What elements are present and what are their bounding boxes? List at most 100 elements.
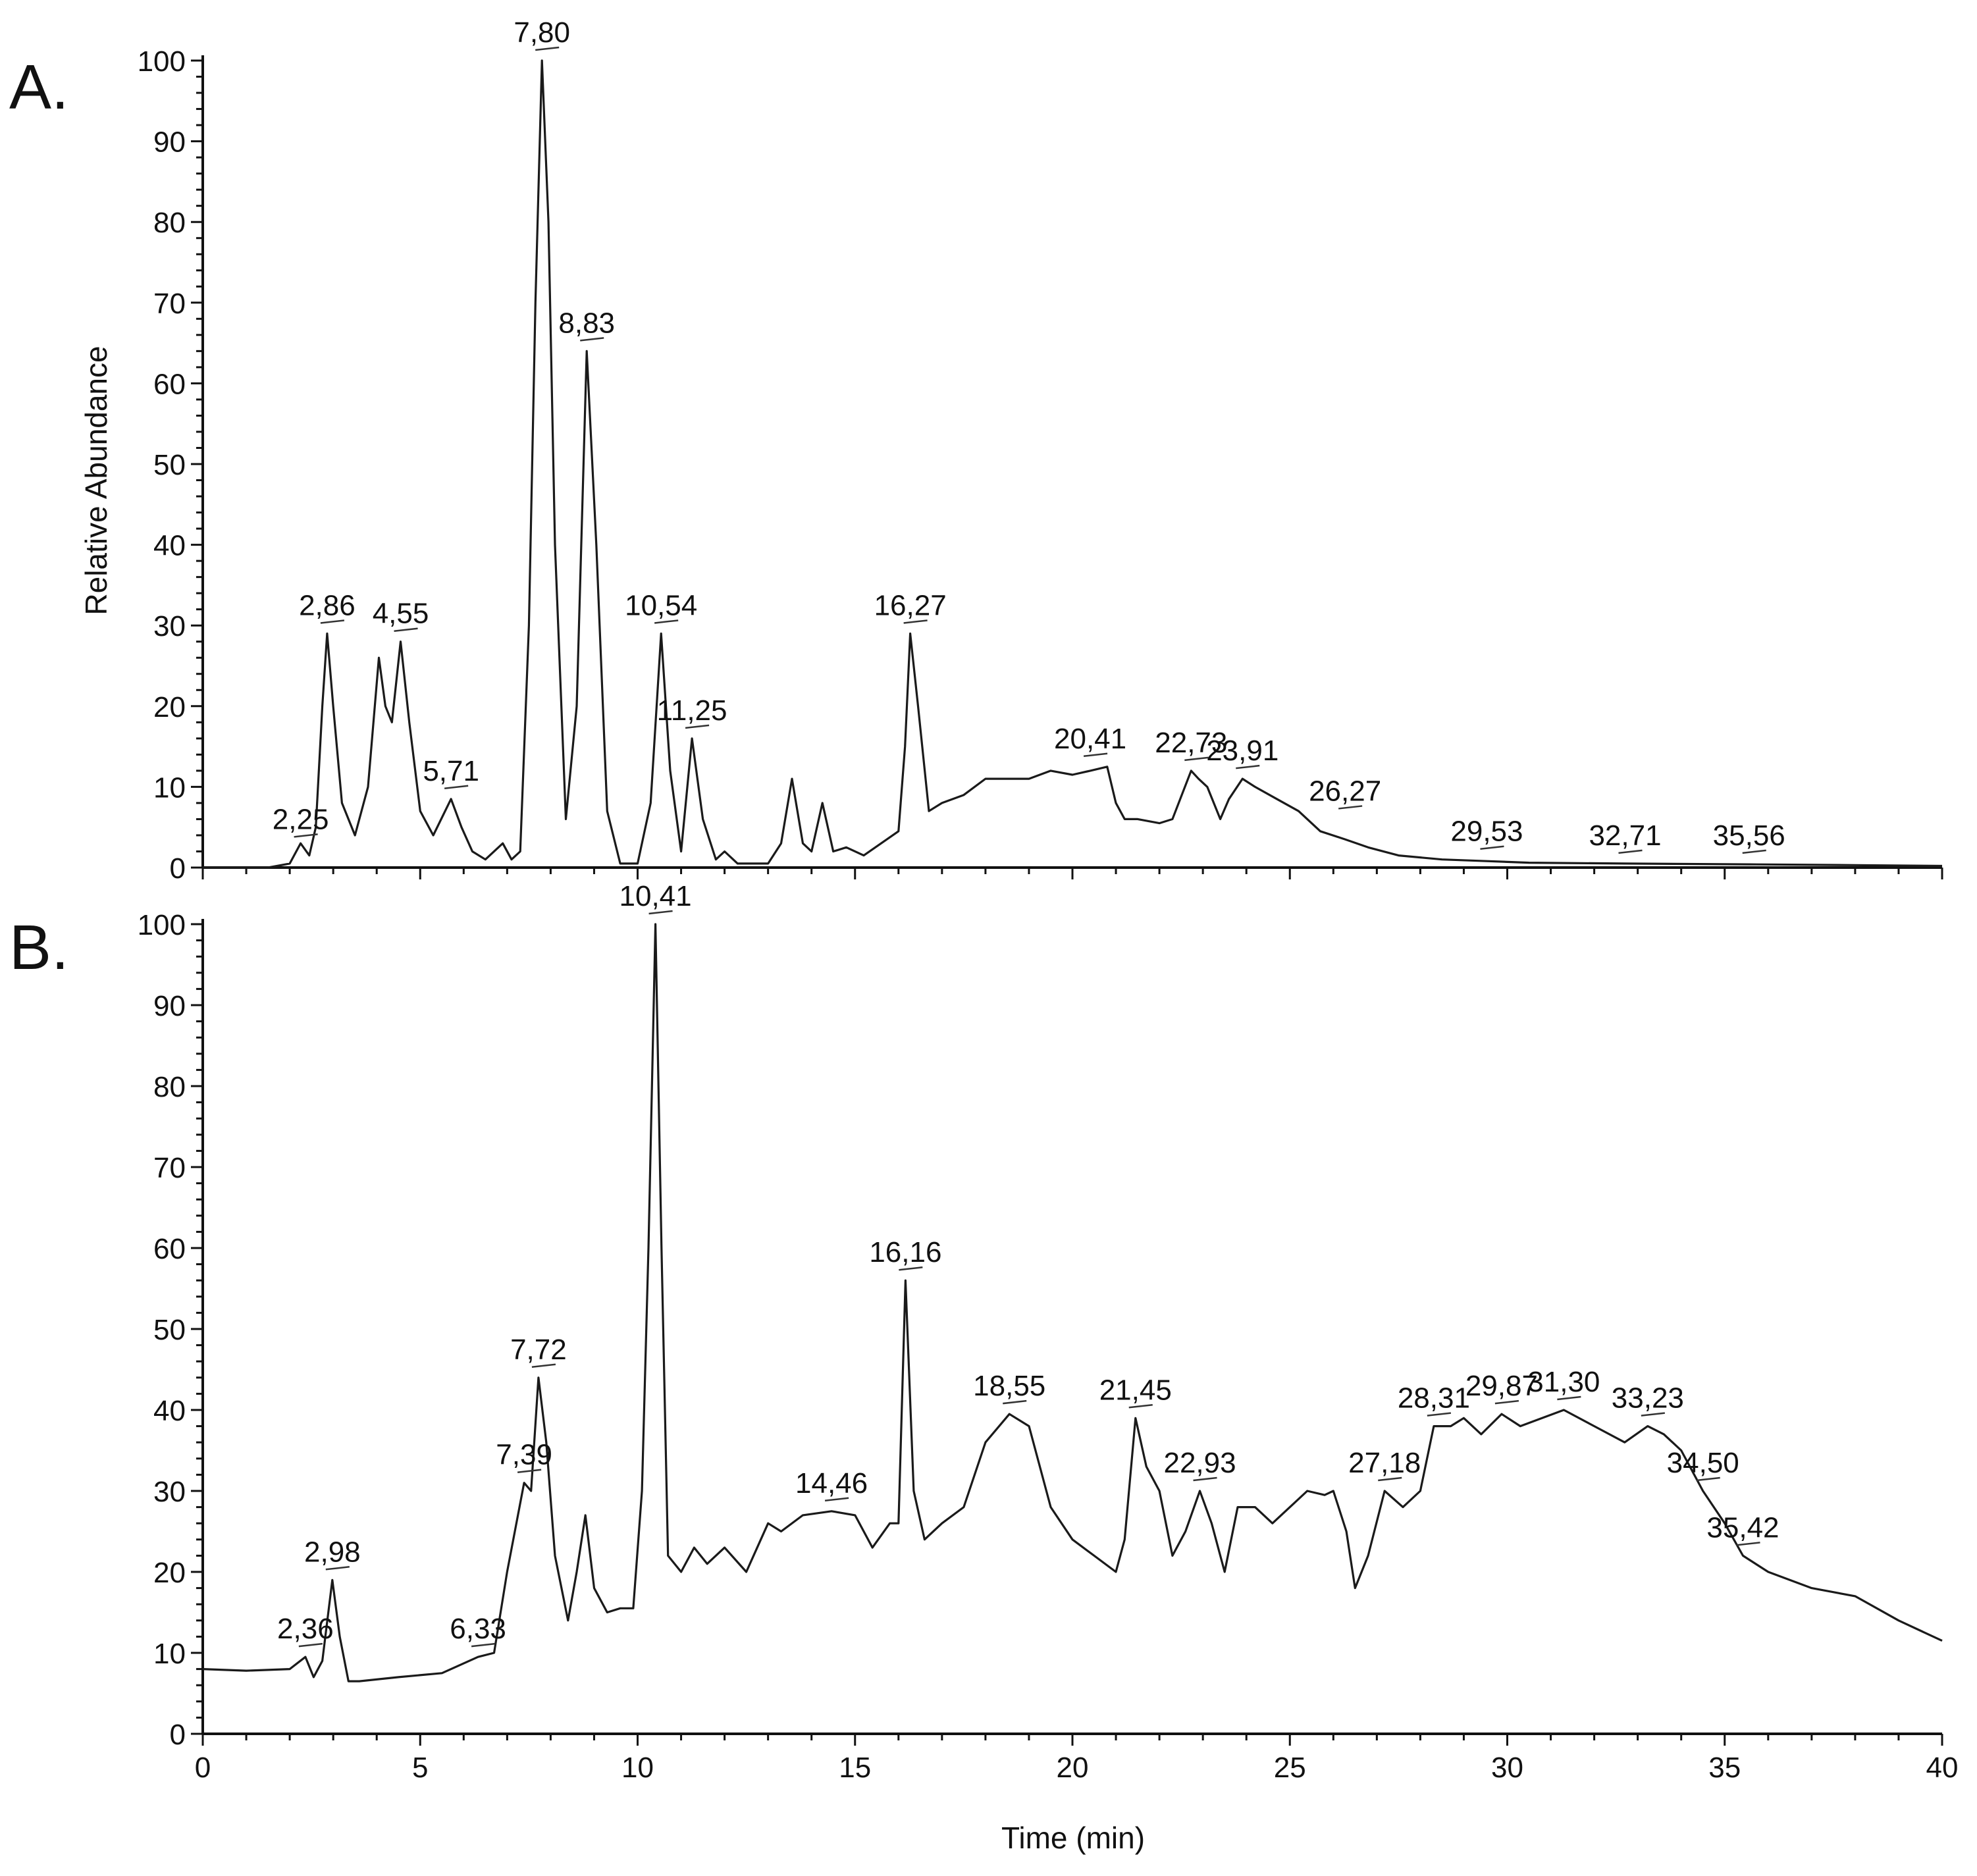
peak-leader-a xyxy=(294,833,318,838)
peak-leader-b xyxy=(517,1469,542,1473)
x-tick-label-b: 10 xyxy=(621,1752,654,1784)
peak-leader-a xyxy=(1480,845,1504,850)
peak-leader-b xyxy=(648,910,673,915)
y-axis-title: Relative Abundance xyxy=(79,346,113,615)
x-axis-title: Time (min) xyxy=(1001,1821,1145,1855)
peak-label-b: 21,45 xyxy=(1099,1374,1172,1406)
peak-leader-b xyxy=(1494,1399,1519,1405)
x-tick-label-b: 35 xyxy=(1708,1752,1741,1784)
peak-label-a: 11,25 xyxy=(657,694,727,727)
x-tick-label-b: 20 xyxy=(1057,1752,1089,1784)
peak-leader-b xyxy=(1736,1542,1760,1546)
peak-leader-a xyxy=(1618,849,1643,854)
peak-label-b: 33,23 xyxy=(1612,1382,1684,1415)
chromatogram-trace-b xyxy=(202,923,1943,1682)
y-tick-label-b: 40 xyxy=(153,1395,186,1427)
peak-leader-a xyxy=(1338,805,1363,810)
peak-label-b: 27,18 xyxy=(1348,1447,1421,1479)
peak-leader-b xyxy=(1427,1412,1452,1417)
peak-leader-a xyxy=(394,627,418,632)
peak-label-b: 31,30 xyxy=(1527,1366,1600,1398)
peak-label-b: 6,33 xyxy=(450,1613,506,1645)
y-tick-label-b: 60 xyxy=(153,1233,186,1265)
y-tick-label-b: 70 xyxy=(153,1152,186,1184)
peak-label-a: 26,27 xyxy=(1309,775,1381,807)
peak-leader-b xyxy=(1128,1404,1153,1409)
peak-label-b: 29,87 xyxy=(1465,1370,1538,1402)
peak-label-b: 7,72 xyxy=(510,1334,567,1366)
y-tick-label-b: 90 xyxy=(153,990,186,1022)
y-tick-label-a: 80 xyxy=(153,207,186,239)
y-tick-label-a: 10 xyxy=(153,771,186,804)
peak-leader-b xyxy=(1641,1412,1665,1417)
peak-label-a: 16,27 xyxy=(874,589,947,621)
peak-leader-b xyxy=(298,1642,323,1648)
peak-leader-b xyxy=(1193,1476,1217,1482)
y-tick-label-a: 40 xyxy=(153,530,186,562)
peak-leader-a xyxy=(903,619,928,624)
x-tick-label-b: 40 xyxy=(1926,1752,1959,1784)
peak-label-a: 20,41 xyxy=(1054,723,1126,755)
peak-leader-a xyxy=(1184,756,1209,762)
peak-label-b: 2,98 xyxy=(304,1536,361,1568)
y-tick-label-b: 100 xyxy=(138,909,186,941)
y-tick-label-a: 50 xyxy=(153,449,186,481)
y-tick-label-a: 100 xyxy=(138,45,186,78)
peak-leader-a xyxy=(685,724,710,729)
peak-label-b: 18,55 xyxy=(973,1370,1045,1402)
peak-label-a: 5,71 xyxy=(423,755,479,787)
peak-label-b: 2,36 xyxy=(277,1613,334,1645)
peak-leader-a xyxy=(1742,849,1766,854)
peak-leader-b xyxy=(471,1642,496,1648)
peak-leader-a xyxy=(654,619,679,624)
peak-leader-a xyxy=(320,619,345,624)
y-tick-label-b: 0 xyxy=(170,1719,186,1751)
peak-label-b: 7,39 xyxy=(496,1439,552,1471)
peak-leader-b xyxy=(1696,1476,1720,1482)
x-tick-label-b: 25 xyxy=(1274,1752,1306,1784)
peak-leader-b xyxy=(1378,1476,1402,1482)
peak-label-b: 28,31 xyxy=(1398,1382,1470,1415)
y-tick-label-a: 20 xyxy=(153,691,186,723)
peak-leader-b xyxy=(325,1566,350,1571)
peak-leader-a xyxy=(1236,764,1260,769)
x-tick-label-b: 30 xyxy=(1491,1752,1523,1784)
peak-label-a: 8,83 xyxy=(558,307,615,339)
y-tick-label-b: 80 xyxy=(153,1071,186,1103)
peak-label-a: 23,91 xyxy=(1206,735,1278,767)
peak-leader-a xyxy=(580,337,604,342)
peak-leader-b xyxy=(1557,1395,1581,1401)
peak-label-b: 10,41 xyxy=(619,880,692,912)
peak-label-a: 29,53 xyxy=(1450,816,1523,848)
y-tick-label-b: 10 xyxy=(153,1638,186,1670)
y-tick-label-a: 90 xyxy=(153,126,186,159)
peak-label-a: 32,71 xyxy=(1589,820,1661,852)
peak-leader-b xyxy=(899,1266,923,1271)
y-tick-label-b: 50 xyxy=(153,1314,186,1346)
y-tick-label-a: 0 xyxy=(170,852,186,885)
peak-label-a: 2,25 xyxy=(273,803,329,835)
peak-label-a: 35,56 xyxy=(1713,820,1785,852)
peak-label-b: 22,93 xyxy=(1163,1447,1236,1479)
peak-label-b: 16,16 xyxy=(869,1236,941,1268)
peak-label-a: 4,55 xyxy=(373,598,429,630)
y-tick-label-b: 20 xyxy=(153,1557,186,1589)
panel-b-chromatogram: B. 0 10 20 30 40 50 60 70 80 90 100 0 5 10 15 20 25 30 35 4… xyxy=(9,880,1958,1784)
peak-label-b: 34,50 xyxy=(1667,1447,1739,1479)
y-tick-label-a: 70 xyxy=(153,288,186,320)
y-tick-label-b: 30 xyxy=(153,1476,186,1508)
panel-a-chromatogram: A. 0 10 20 30 40 50 60 70 80 90 100 2,25 2,86 4,55 5,7… xyxy=(9,16,1943,885)
peak-label-a: 22,73 xyxy=(1155,727,1227,759)
x-tick-label-b: 15 xyxy=(839,1752,871,1784)
peak-leader-a xyxy=(444,785,469,790)
chromatogram-trace-a xyxy=(203,59,1943,869)
peak-label-b: 35,42 xyxy=(1706,1511,1779,1544)
peak-label-b: 14,46 xyxy=(795,1467,868,1499)
peak-leader-b xyxy=(824,1497,849,1501)
peak-leader-b xyxy=(531,1363,556,1368)
peak-label-a: 7,80 xyxy=(514,16,570,49)
panel-b-letter: B. xyxy=(9,912,69,983)
peak-leader-a xyxy=(535,46,560,51)
y-tick-label-a: 60 xyxy=(153,368,186,400)
